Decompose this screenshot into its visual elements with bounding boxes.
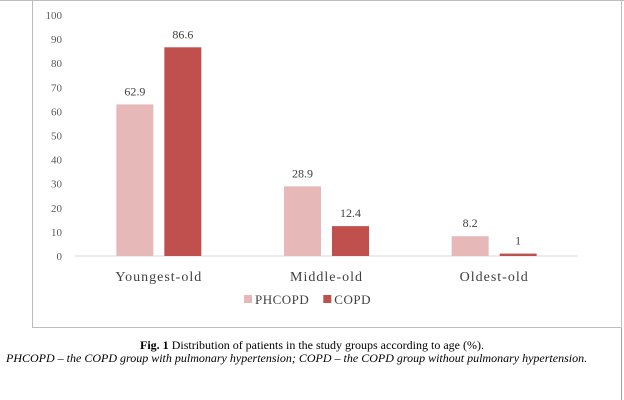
y-tick-label: 90 xyxy=(51,34,63,46)
y-tick-label: 20 xyxy=(51,203,63,215)
legend-label-copd: COPD xyxy=(334,292,371,307)
x-category-label: Middle-old xyxy=(290,270,363,285)
bar-phcopd-middle-old xyxy=(284,186,321,256)
x-axis: Youngest-old Middle-old Oldest-old xyxy=(115,270,529,285)
y-tick-label: 10 xyxy=(51,227,63,239)
y-tick-label: 50 xyxy=(51,131,63,143)
data-label: 28.9 xyxy=(292,166,313,180)
bar-phcopd-youngest-old xyxy=(116,104,154,256)
data-label: 8.2 xyxy=(463,216,478,230)
bar-copd-youngest-old xyxy=(164,47,202,256)
y-tick-label: 100 xyxy=(46,10,63,22)
y-tick-label: 80 xyxy=(51,58,63,70)
top-border xyxy=(0,0,624,1)
caption-label: Fig. 1 xyxy=(140,338,169,352)
y-tick-label: 70 xyxy=(51,82,63,94)
data-label: 12.4 xyxy=(340,206,361,220)
x-category-label: Youngest-old xyxy=(115,270,202,285)
bar-phcopd-oldest-old xyxy=(451,236,489,256)
data-labels: 62.9 28.9 8.2 86.6 12.4 1 xyxy=(124,27,521,247)
y-tick-label: 60 xyxy=(51,106,63,118)
y-axis: 0 10 20 30 40 50 60 70 80 90 100 xyxy=(46,10,63,263)
data-label: 1 xyxy=(515,234,521,248)
data-label: 62.9 xyxy=(124,84,145,98)
x-category-label: Oldest-old xyxy=(460,270,529,285)
legend-swatch-copd xyxy=(323,295,332,303)
chart-frame xyxy=(32,0,622,328)
legend-label-phcopd: PHCOPD xyxy=(255,292,309,307)
bar-chart: 0 10 20 30 40 50 60 70 80 90 100 62.9 28.9 8.2 86.6 12… xyxy=(46,10,578,307)
bar-copd-oldest-old xyxy=(499,253,537,256)
bars xyxy=(116,47,537,256)
data-label: 86.6 xyxy=(172,27,193,41)
bar-copd-middle-old xyxy=(332,226,369,256)
legend: PHCOPD COPD xyxy=(244,292,371,307)
legend-swatch-phcopd xyxy=(244,295,252,303)
y-tick-label: 30 xyxy=(51,179,63,191)
figure-note: PHCOPD – the COPD group with pulmonary h… xyxy=(6,351,588,365)
y-tick-label: 40 xyxy=(51,155,63,167)
y-tick-label: 0 xyxy=(57,251,63,263)
figure-caption: Fig. 1 Distribution of patients in the s… xyxy=(0,338,624,352)
caption-text: Distribution of patients in the study gr… xyxy=(168,338,484,352)
